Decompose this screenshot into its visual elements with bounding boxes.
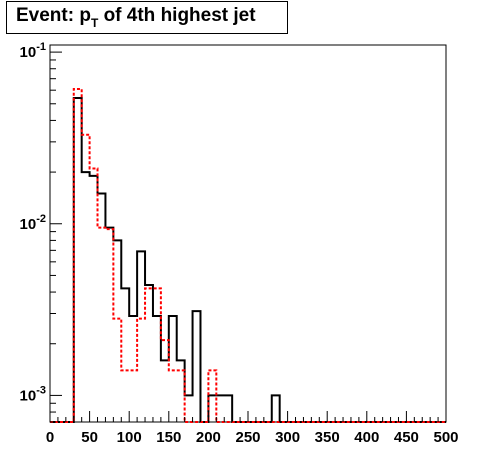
x-tick-label: 150	[156, 429, 181, 446]
x-tick-label: 450	[394, 429, 419, 446]
x-tick-label: 0	[46, 429, 54, 446]
x-tick-label: 500	[433, 429, 458, 446]
title-suffix: of 4th highest jet	[98, 5, 256, 26]
series-2-line	[50, 87, 446, 423]
x-tick-label: 300	[275, 429, 300, 446]
title-subscript: T	[90, 16, 99, 30]
title-prefix: Event: p	[16, 5, 91, 26]
x-tick-label: 100	[117, 429, 142, 446]
y-tick-label: 10-2	[20, 213, 46, 233]
y-tick-label: 10-1	[20, 41, 46, 61]
x-tick-label: 250	[235, 429, 260, 446]
chart-title-box: Event: pT of 4th highest jet	[6, 1, 288, 34]
x-tick-label: 200	[196, 429, 221, 446]
y-tick-label: 10-3	[20, 384, 46, 404]
plot-frame	[49, 44, 447, 423]
chart-title: Event: pT of 4th highest jet	[16, 5, 256, 30]
x-tick-label: 350	[315, 429, 340, 446]
x-tick-label: 50	[81, 429, 98, 446]
x-tick-label: 400	[354, 429, 379, 446]
series-1-line	[50, 97, 446, 423]
